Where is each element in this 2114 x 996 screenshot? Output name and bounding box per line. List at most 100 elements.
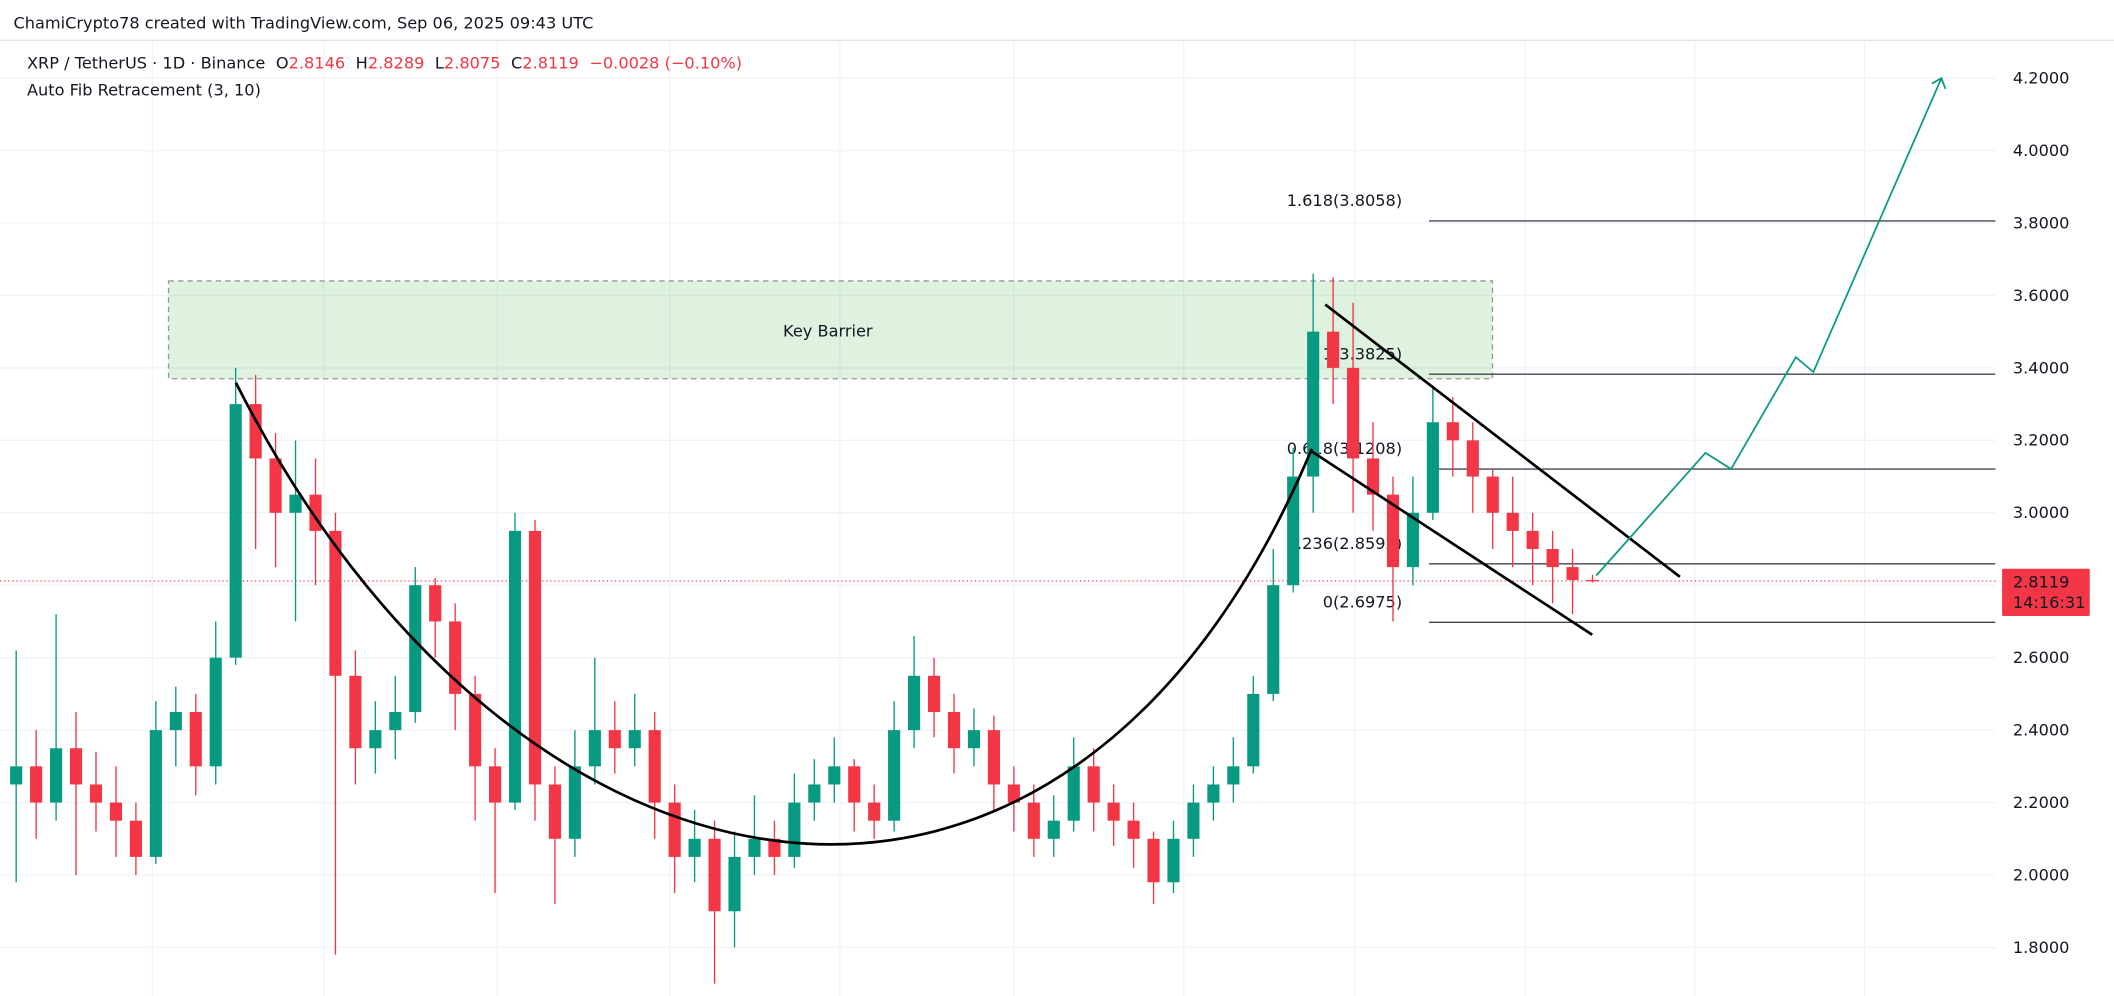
legend-header: XRP / TetherUS · 1D · Binance O2.8146 H2… [27, 54, 742, 73]
candle-body [688, 838, 701, 857]
candle-body [1327, 331, 1340, 368]
candle-body [469, 693, 482, 767]
change: −0.0028 (−0.10%) [589, 54, 742, 73]
candle-body [129, 820, 142, 857]
candle-body [1027, 802, 1040, 839]
candle-body [1047, 820, 1060, 839]
candle-body [1386, 494, 1400, 568]
candle-body [848, 766, 861, 803]
candle-body [189, 712, 202, 767]
y-tick-label: 3.2000 [2013, 431, 2070, 450]
candle-body [10, 766, 23, 785]
high-value: 2.8289 [368, 54, 425, 73]
candle-body [1107, 802, 1120, 821]
projection-path [1595, 77, 1943, 577]
candle-body [947, 712, 961, 749]
candle-body [748, 838, 761, 857]
candle-body [868, 802, 881, 821]
fib-label: 1.618(3.8058) [1287, 191, 1402, 210]
candle-body [708, 838, 721, 912]
candle-body [1366, 458, 1380, 495]
candle-body [828, 766, 841, 785]
candle-body [648, 730, 661, 803]
candle-body [1586, 579, 1599, 582]
open-value: 2.8146 [289, 54, 346, 73]
ohlc-label: H [356, 54, 368, 73]
candle-body [1526, 530, 1539, 550]
candle-body [908, 675, 921, 731]
plot-area: 1.80002.00002.20002.40002.60002.80003.00… [0, 40, 2069, 996]
candle-body [728, 856, 741, 912]
fib-label: 0.236(2.8592) [1287, 534, 1402, 553]
candle-body [89, 784, 103, 803]
candle-body [987, 730, 1000, 785]
indicator-label: Auto Fib Retracement (3, 10) [27, 81, 261, 100]
candle-body [1466, 440, 1479, 477]
candle-body [488, 766, 502, 803]
y-tick-label: 4.0000 [2013, 141, 2070, 160]
price-tag-value: 2.8119 [2013, 573, 2070, 592]
channel-lower [1311, 450, 1593, 636]
candle-body [289, 494, 302, 513]
candle-body [1307, 331, 1320, 477]
candle-body [369, 730, 382, 749]
candle-body [548, 784, 561, 839]
candle-body [1446, 422, 1459, 441]
y-tick-label: 1.8000 [2013, 938, 2070, 957]
candle-body [768, 838, 781, 857]
candle-body [628, 730, 641, 749]
candle-body [409, 585, 422, 713]
candle-body [1207, 784, 1220, 803]
candle-body [927, 675, 941, 713]
candle-body [1546, 549, 1559, 568]
candle-body [1287, 476, 1300, 586]
candle-body [1486, 476, 1499, 513]
projection-arrow [1931, 76, 1947, 90]
y-tick-label: 2.4000 [2013, 721, 2070, 740]
close-value: 2.8119 [522, 54, 579, 73]
candle-body [229, 404, 242, 658]
candle-body [588, 730, 601, 767]
fib-label: 0(2.6975) [1323, 593, 1402, 612]
candle-body [888, 730, 901, 821]
candle-body [249, 404, 262, 459]
candle-body [209, 657, 222, 767]
candle-body [429, 585, 442, 622]
candle-body [169, 712, 182, 731]
ohlc-label: O [276, 54, 289, 73]
candle-body [1347, 367, 1360, 459]
candle-body [967, 730, 981, 749]
candle-body [1127, 820, 1140, 839]
y-tick-label: 2.6000 [2013, 648, 2070, 667]
candle-body [149, 730, 162, 857]
candle-body [788, 802, 801, 857]
candle-body [1147, 838, 1160, 883]
candle-body [1267, 585, 1280, 694]
candle-body [269, 458, 282, 513]
y-tick-label: 2.2000 [2013, 793, 2070, 812]
candle-body [668, 802, 681, 857]
candle-body [608, 730, 621, 749]
fib-label: 0.618(3.1208) [1287, 439, 1402, 458]
channel-upper [1324, 303, 1681, 578]
price-tag-countdown: 14:16:31 [2013, 593, 2086, 612]
candle-body [1426, 422, 1439, 513]
candle-body [568, 766, 581, 839]
low-value: 2.8075 [444, 54, 501, 73]
candle-body [50, 748, 63, 803]
candle-body [1167, 838, 1180, 883]
cup-curve [234, 382, 1314, 846]
candle-body [528, 530, 542, 785]
ohlc-label: L [435, 54, 444, 73]
candle-body [1067, 766, 1080, 821]
zone-label: Key Barrier [783, 322, 873, 341]
candle-body [349, 675, 362, 749]
candle-body [109, 802, 123, 821]
price-tag [2002, 568, 2090, 616]
candle-body [389, 712, 402, 731]
y-tick-label: 3.6000 [2013, 286, 2070, 305]
candle-body [1227, 766, 1240, 785]
symbol: XRP / TetherUS · 1D · Binance [27, 54, 265, 73]
